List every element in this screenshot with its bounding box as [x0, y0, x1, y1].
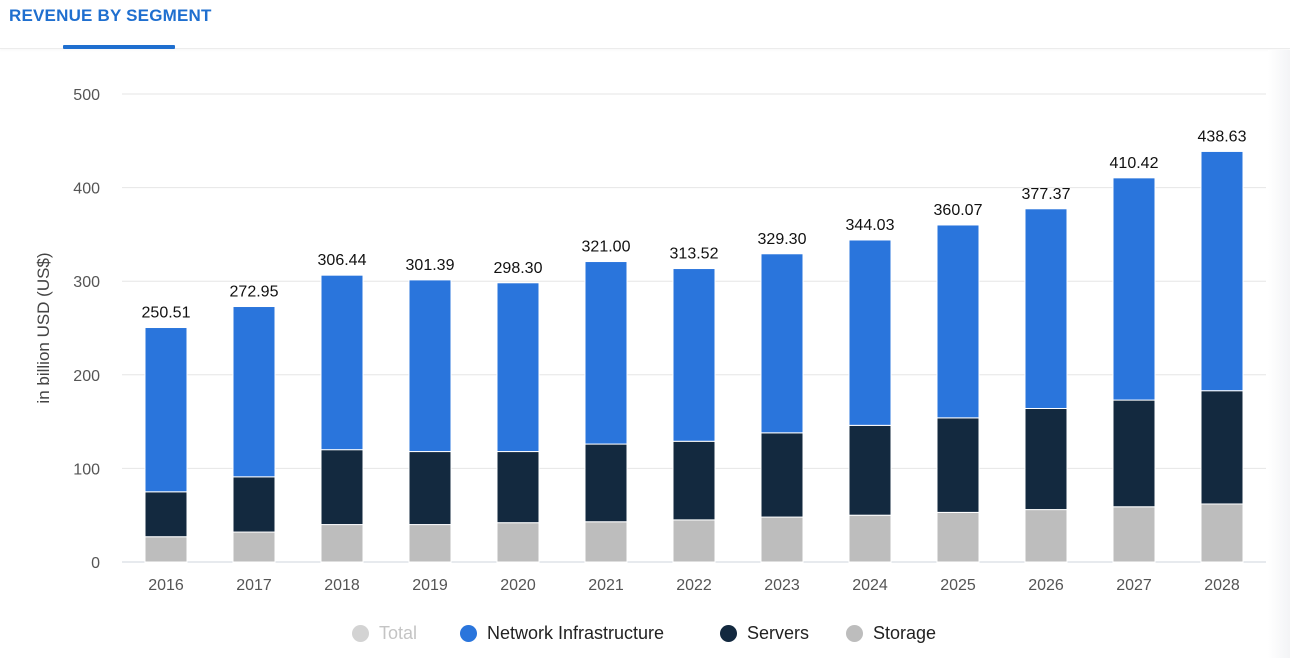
total-labels: 250.51 272.95 306.44 301.39 298.30 321.00 313.… [142, 128, 1247, 321]
total-label-2026: 377.37 [1022, 186, 1071, 203]
bar-network-2027[interactable] [1112, 177, 1156, 401]
bar-storage-2016[interactable] [144, 536, 188, 563]
y-tick-label: 0 [91, 555, 100, 572]
total-label-2017: 272.95 [230, 284, 279, 301]
x-tick-label-2023: 2023 [764, 577, 800, 594]
total-label-2025: 360.07 [934, 202, 983, 219]
bar-storage-2021[interactable] [584, 521, 628, 563]
bar-storage-2018[interactable] [320, 524, 364, 563]
total-label-2018: 306.44 [318, 252, 367, 269]
x-tick-label-2016: 2016 [148, 577, 184, 594]
bar-servers-2028[interactable] [1200, 390, 1244, 505]
legend-dot-network [460, 624, 477, 642]
stacked-bar-chart: 0 100 200 300 400 500 in billion USD (US$) 20… [34, 87, 1266, 594]
total-label-2024: 344.03 [846, 217, 895, 234]
bar-storage-2017[interactable] [232, 531, 276, 563]
legend-label-storage: Storage [873, 622, 937, 643]
bar-servers-2019[interactable] [408, 451, 452, 526]
scroll-shadow [1268, 50, 1290, 658]
y-tick-label: 300 [73, 274, 100, 291]
bar-storage-2027[interactable] [1112, 506, 1156, 563]
y-tick-label: 500 [73, 87, 100, 104]
x-tick-label-2018: 2018 [324, 577, 360, 594]
y-axis-label: in billion USD (US$) [34, 252, 53, 403]
bar-servers-2023[interactable] [760, 432, 804, 518]
bar-network-2022[interactable] [672, 268, 716, 442]
x-tick-label-2017: 2017 [236, 577, 272, 594]
bar-storage-2026[interactable] [1024, 509, 1068, 563]
x-tick-label-2027: 2027 [1116, 577, 1152, 594]
bar-servers-2024[interactable] [848, 424, 892, 516]
bar-storage-2028[interactable] [1200, 503, 1244, 563]
x-tick-label-2020: 2020 [500, 577, 536, 594]
bar-storage-2025[interactable] [936, 511, 980, 563]
total-label-2016: 250.51 [142, 305, 191, 322]
bar-network-2026[interactable] [1024, 208, 1068, 409]
legend-item-storage[interactable]: Storage [846, 618, 936, 648]
bar-servers-2021[interactable] [584, 443, 628, 523]
bar-network-2023[interactable] [760, 253, 804, 434]
total-label-2028: 438.63 [1198, 128, 1247, 145]
total-label-2019: 301.39 [406, 257, 455, 274]
bar-servers-2027[interactable] [1112, 399, 1156, 508]
bar-network-2018[interactable] [320, 274, 364, 451]
bar-network-2017[interactable] [232, 306, 276, 478]
legend-dot-servers [720, 624, 737, 642]
bar-storage-2023[interactable] [760, 516, 804, 563]
bar-storage-2022[interactable] [672, 519, 716, 563]
bar-network-2019[interactable] [408, 279, 452, 453]
x-tick-label-2025: 2025 [940, 577, 976, 594]
active-tab-indicator [63, 45, 175, 49]
y-tick-label: 100 [73, 461, 100, 478]
total-label-2020: 298.30 [494, 260, 543, 277]
x-tick-label-2019: 2019 [412, 577, 448, 594]
total-label-2027: 410.42 [1110, 155, 1159, 172]
total-label-2021: 321.00 [582, 239, 631, 256]
legend-label-servers: Servers [747, 622, 810, 643]
bar-storage-2019[interactable] [408, 524, 452, 563]
bar-servers-2025[interactable] [936, 417, 980, 513]
bars [144, 150, 1244, 563]
bar-servers-2022[interactable] [672, 440, 716, 521]
legend-item-total[interactable]: Total [352, 618, 417, 648]
legend: Total Network Infrastructure Servers Sto… [0, 618, 1290, 648]
bar-network-2016[interactable] [144, 327, 188, 493]
legend-label-total: Total [379, 622, 418, 643]
legend-item-network-infrastructure[interactable]: Network Infrastructure [460, 618, 664, 648]
x-tick-label-2026: 2026 [1028, 577, 1064, 594]
bar-network-2020[interactable] [496, 282, 540, 453]
total-label-2023: 329.30 [758, 231, 807, 248]
bar-network-2024[interactable] [848, 239, 892, 426]
y-tick-label: 200 [73, 368, 100, 385]
y-tick-label: 400 [73, 181, 100, 198]
legend-dot-storage [846, 624, 863, 642]
bar-servers-2018[interactable] [320, 449, 364, 526]
bar-servers-2020[interactable] [496, 451, 540, 524]
tab-revenue-by-segment[interactable]: REVENUE BY SEGMENT [9, 6, 212, 25]
x-axis: 2016 2017 2018 2019 2020 2021 2022 2023 2024 2025… [148, 577, 1240, 594]
bar-network-2025[interactable] [936, 224, 980, 419]
bar-servers-2026[interactable] [1024, 407, 1068, 511]
bar-servers-2016[interactable] [144, 491, 188, 538]
bar-servers-2017[interactable] [232, 476, 276, 533]
x-tick-label-2022: 2022 [676, 577, 712, 594]
bar-network-2021[interactable] [584, 261, 628, 445]
bar-network-2028[interactable] [1200, 150, 1244, 392]
bar-storage-2024[interactable] [848, 514, 892, 563]
x-tick-label-2021: 2021 [588, 577, 624, 594]
legend-dot-total [352, 624, 369, 642]
legend-label-network: Network Infrastructure [487, 622, 665, 643]
x-tick-label-2024: 2024 [852, 577, 888, 594]
y-axis: 0 100 200 300 400 500 [73, 87, 100, 572]
x-tick-label-2028: 2028 [1204, 577, 1240, 594]
total-label-2022: 313.52 [670, 246, 719, 263]
legend-item-servers[interactable]: Servers [720, 618, 809, 648]
tab-bar: REVENUE BY SEGMENT [0, 0, 1290, 49]
bar-storage-2020[interactable] [496, 522, 540, 563]
